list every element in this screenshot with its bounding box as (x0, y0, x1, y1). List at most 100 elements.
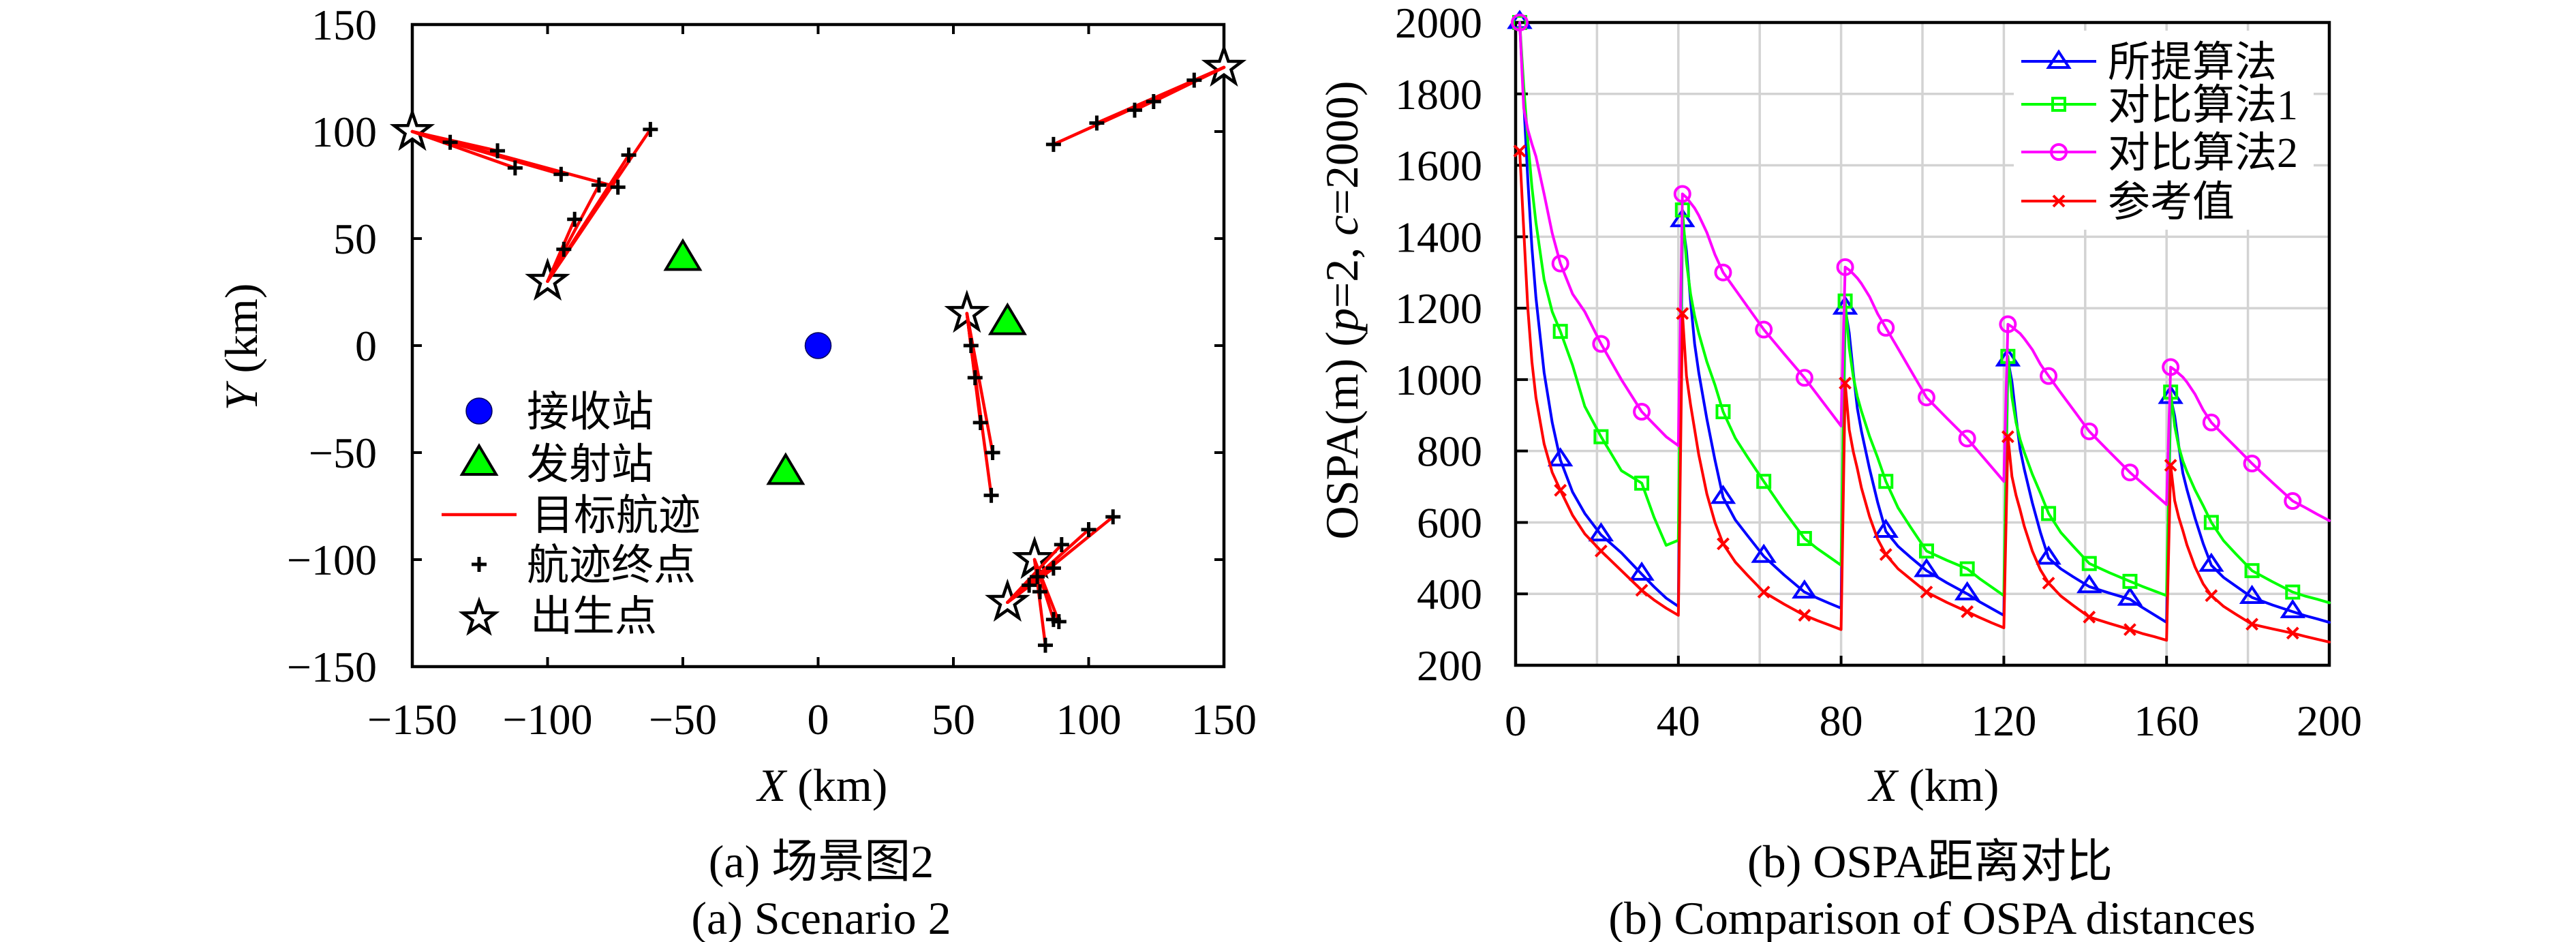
track-end-plus-marker (591, 177, 607, 193)
x-data-marker (1757, 586, 1770, 599)
x-tick-label: 200 (2297, 697, 2362, 745)
track-end-plus-marker (963, 338, 979, 353)
x-tick-label: 0 (808, 695, 829, 744)
track-end-plus-marker (490, 143, 506, 159)
scenario-tick-labels: −150 −100 −50 0 50 100 150 −150 −100 −50 0 50 100 150 (287, 1, 1257, 744)
track-end-plus-marker (1054, 537, 1069, 553)
series-group-2 (1510, 14, 2331, 522)
circle-icon (2050, 143, 2068, 161)
y-tick-label: 800 (1417, 427, 1482, 476)
y-tick-label: 1600 (1395, 142, 1482, 190)
x-data-marker (1879, 548, 1892, 562)
track-end-points (442, 72, 1202, 653)
x-axis-label: X (km) (756, 759, 888, 811)
legend-item-compare-2: 对比算法2 (2021, 130, 2298, 177)
x-axis-label-unit: (km) (786, 759, 887, 811)
track-end-plus-marker (621, 147, 637, 163)
ospa-series (1507, 10, 2331, 643)
x-tick-label: 160 (2134, 697, 2199, 745)
x-data-marker (1839, 376, 1852, 390)
transmitter-station-marker (766, 452, 806, 485)
y-axis-label-c-symbol: c (1316, 215, 1368, 236)
square-data-marker (2041, 506, 2057, 521)
x-tick-label: 40 (1657, 697, 1700, 745)
transmitter-station-marker (663, 238, 703, 271)
triangle-data-marker (2239, 584, 2265, 604)
y-axis-label-part: =2000) (1316, 81, 1368, 215)
triangle-data-marker (1751, 543, 1777, 563)
x-data-marker (1676, 307, 1689, 320)
birth-point-star-marker (389, 108, 435, 151)
track-end-plus-marker (1045, 136, 1061, 152)
caption-english: (a) Scenario 2 (691, 892, 951, 942)
x-axis-label-variable: X (756, 759, 788, 811)
ospa-legend: 所提算法 对比算法1 对比算法2 参考值 (2014, 31, 2314, 230)
legend-item-receiver: 接收站 (465, 389, 654, 436)
triangle-data-marker (2280, 598, 2306, 618)
legend-label: 目标航迹 (532, 493, 701, 539)
x-axis-label-unit: (km) (1897, 759, 1999, 811)
track-end-plus-marker (1186, 72, 1202, 88)
track-end-plus-marker (1089, 115, 1105, 131)
x-tick-label: 100 (1056, 695, 1122, 744)
receiver-station-marker (804, 332, 832, 359)
legend-item-transmitter: 发射站 (459, 442, 654, 488)
y-axis-label-p-symbol: p (1316, 308, 1368, 334)
circle-data-marker (1551, 254, 1569, 273)
legend-item-proposed: 所提算法 (2021, 40, 2277, 86)
square-data-marker (1593, 429, 1609, 444)
x-data-marker (2001, 430, 2014, 444)
y-axis-label: OSPA(m) (p=2, c=2000) (1316, 81, 1368, 540)
circle-data-marker (2243, 455, 2261, 473)
x-data-marker (2042, 577, 2055, 590)
target-track-line (1006, 583, 1031, 605)
panel-scenario: −150 −100 −50 0 50 100 150 −150 −100 −50 0 50 100 150… (215, 1, 1257, 942)
triangle-data-marker (1547, 447, 1574, 467)
ospa-tick-labels: 0 40 80 120 160 200 200 400 600 800 1000 1200 1400 16… (1395, 0, 2362, 745)
track-end-plus-marker (1146, 94, 1161, 110)
circle-data-marker (2040, 367, 2058, 385)
y-axis-label-variable: Y (215, 381, 267, 411)
triangle-icon (2046, 49, 2072, 69)
x-data-marker (2123, 623, 2136, 637)
x-data-marker (1554, 483, 1567, 497)
scenario-legend: 接收站 发射站 目标航迹 航迹终点 出生点 (442, 389, 701, 640)
circle-data-marker (1633, 403, 1651, 421)
transmitter-station-marker (987, 302, 1027, 335)
legend-item-reference: 参考值 (2021, 179, 2235, 226)
track-end-plus-marker (967, 370, 983, 386)
circle-data-marker (1958, 429, 1976, 448)
legend-item-birth: 出生点 (458, 594, 657, 640)
y-axis-label-part: OSPA(m) ( (1316, 331, 1368, 539)
y-tick-label: 1400 (1395, 213, 1482, 261)
x-data-marker (2286, 626, 2299, 640)
legend-item-endpoint: 航迹终点 (472, 543, 696, 589)
legend-label: 接收站 (527, 389, 654, 436)
track-end-plus-marker (1051, 614, 1067, 630)
square-data-marker (1552, 324, 1568, 339)
triangle-data-marker (2076, 574, 2102, 594)
legend-label: 航迹终点 (527, 543, 696, 589)
legend-label: 参考值 (2108, 179, 2235, 226)
y-tick-label: 1000 (1395, 356, 1482, 404)
x-tick-label: 120 (1971, 697, 2036, 745)
x-tick-label: 0 (1505, 697, 1527, 745)
track-end-plus-marker (1032, 584, 1048, 600)
x-data-marker (1513, 145, 1527, 158)
y-tick-label: 1800 (1395, 70, 1482, 119)
square-data-marker (2122, 573, 2138, 589)
circle-data-marker (1999, 315, 2017, 333)
y-tick-label: 0 (355, 322, 377, 370)
x-tick-label: 150 (1191, 695, 1257, 744)
y-tick-label: 200 (1417, 641, 1482, 690)
track-end-plus-marker (983, 487, 999, 503)
y-tick-label: −50 (309, 429, 377, 477)
transmitter-legend-icon (459, 443, 499, 476)
series-group-3 (1513, 145, 2331, 643)
triangle-data-marker (1629, 561, 1655, 581)
x-mark-icon (2052, 194, 2066, 208)
x-data-marker (2083, 610, 2096, 624)
legend-label: 出生点 (530, 594, 657, 640)
receiver-legend-icon (465, 397, 493, 425)
x-axis-label: X (km) (1867, 759, 1999, 811)
